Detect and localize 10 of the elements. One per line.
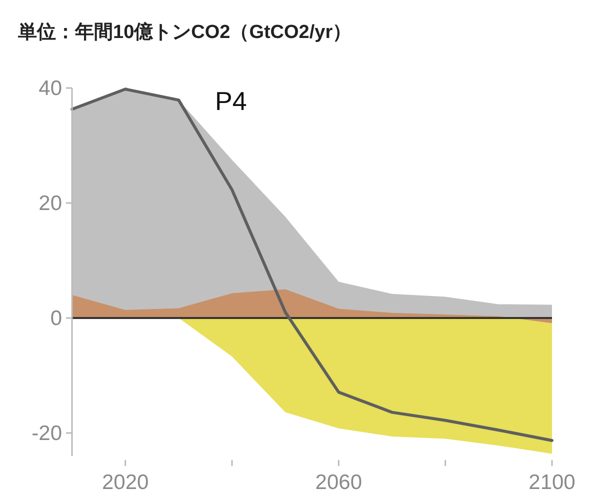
x-tick-label: 2100	[528, 471, 576, 494]
y-tick-label: 0	[50, 307, 62, 330]
y-tick-label: 40	[38, 77, 62, 100]
line-series	[70, 88, 554, 442]
chart-title: 単位：年間10億トンCO2（GtCO2/yr）	[17, 21, 352, 43]
y-tick-label: 20	[38, 192, 62, 215]
annotation: P4	[215, 86, 247, 116]
y-tick-label: -20	[32, 422, 62, 445]
x-tick-label: 2020	[102, 471, 149, 494]
x-tick-label: 2060	[315, 471, 362, 494]
